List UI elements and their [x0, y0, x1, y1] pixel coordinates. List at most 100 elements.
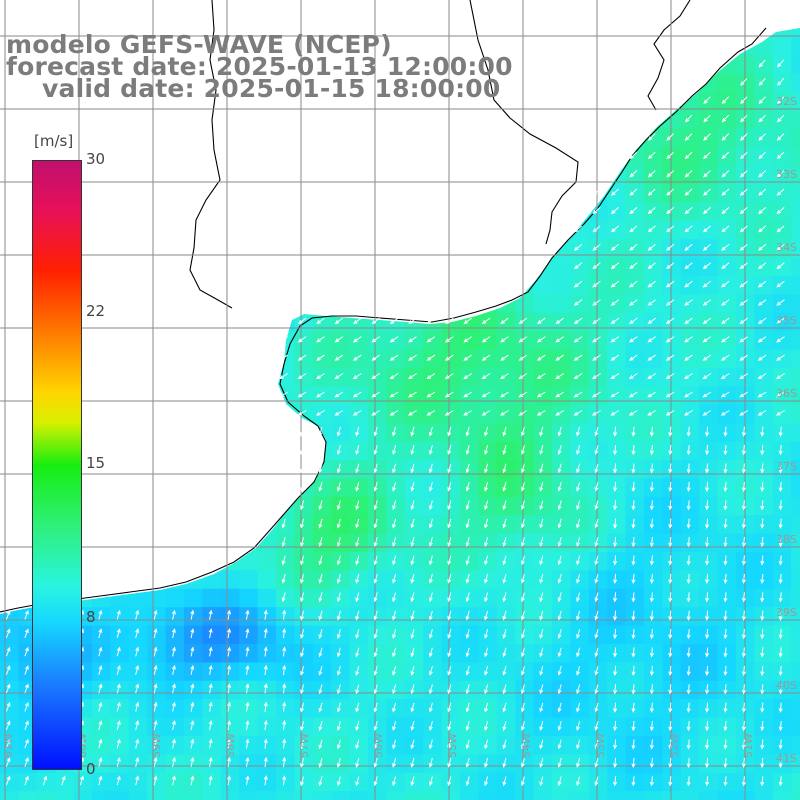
wind-speed-cell [110, 754, 130, 774]
wind-speed-cell [239, 644, 259, 663]
wind-speed-cell [460, 662, 479, 682]
wind-speed-cell [349, 772, 369, 792]
wind-speed-cell [55, 772, 75, 792]
wind-speed-cell [239, 772, 259, 792]
wind-arrow [649, 555, 654, 566]
wind-speed-cell [423, 478, 443, 498]
wind-arrow [465, 702, 470, 713]
wind-arrow [649, 592, 654, 603]
wind-arrow [408, 373, 417, 380]
wind-speed-cell [349, 625, 369, 645]
wind-speed-cell [772, 184, 792, 203]
wind-arrow [741, 426, 746, 437]
wind-speed-cell [331, 478, 351, 498]
wind-speed-cell [312, 772, 332, 792]
wind-speed-cell [515, 717, 535, 737]
wind-arrow [610, 225, 619, 233]
wind-arrow [318, 739, 323, 750]
wind-speed-cell [423, 331, 443, 351]
wind-speed-cell [754, 257, 774, 277]
wind-arrow [318, 481, 323, 492]
wind-speed-cell [0, 680, 19, 700]
wind-speed-cell [331, 588, 351, 608]
wind-arrow [649, 702, 654, 713]
wind-speed-cell [386, 570, 406, 590]
wind-speed-cell [276, 625, 295, 645]
wind-speed-cell [110, 699, 130, 719]
wind-arrow [703, 151, 711, 160]
wind-speed-cell [202, 625, 222, 645]
wind-arrow [171, 683, 176, 694]
wind-arrow [245, 738, 250, 749]
wind-speed-cell [772, 165, 792, 185]
wind-arrow [392, 481, 397, 492]
wind-arrow [279, 391, 289, 398]
wind-arrow [760, 500, 765, 511]
wind-arrow [668, 684, 673, 695]
wind-speed-cell [294, 699, 314, 719]
wind-arrow [684, 410, 693, 416]
wind-arrow [649, 463, 654, 474]
wind-arrow [668, 481, 673, 493]
wind-speed-cell [331, 680, 351, 700]
wind-speed-cell [165, 625, 185, 645]
wind-arrow [686, 518, 691, 529]
wind-arrow [720, 391, 730, 398]
wind-arrow [539, 665, 544, 676]
wind-arrow [739, 262, 748, 270]
wind-speed-cell [368, 533, 387, 553]
wind-arrow [500, 317, 509, 325]
wind-speed-cell [680, 349, 700, 369]
wind-arrow [463, 373, 473, 380]
wind-speed-cell [294, 368, 314, 387]
wind-speed-cell [404, 478, 424, 498]
wind-speed-cell [147, 607, 167, 627]
wind-arrow [778, 629, 783, 640]
wind-arrow [355, 757, 360, 768]
wind-arrow [428, 555, 433, 566]
wind-speed-cell [791, 312, 800, 332]
wind-arrow [502, 500, 507, 511]
wind-arrow [428, 445, 433, 456]
wind-arrow [263, 756, 268, 767]
wind-speed-cell [441, 699, 461, 719]
wind-arrow [98, 683, 103, 694]
title-valid-date: valid date: 2025-01-15 18:00:00 [42, 74, 501, 103]
wind-speed-cell [349, 533, 369, 553]
wind-arrow [392, 500, 397, 511]
wind-speed-cell [570, 423, 590, 443]
wind-speed-cell [772, 73, 792, 93]
wind-arrow [353, 317, 362, 325]
wind-speed-cell [478, 404, 498, 424]
wind-arrow [355, 445, 360, 456]
wind-speed-cell [662, 404, 682, 424]
wind-arrow [447, 463, 452, 474]
wind-arrow [721, 317, 730, 325]
wind-speed-cell [791, 331, 800, 351]
wind-speed-cell [404, 331, 424, 351]
wind-arrow [153, 756, 158, 767]
wind-speed-cell [147, 588, 167, 608]
wind-arrow [24, 701, 29, 712]
wind-arrow [392, 665, 397, 676]
wind-arrow [668, 721, 673, 732]
wind-speed-cell [110, 791, 130, 800]
wind-arrow [465, 592, 470, 603]
wind-speed-cell [368, 368, 387, 387]
wind-arrow [649, 629, 654, 640]
wind-arrow [465, 463, 470, 474]
wind-arrow [336, 757, 341, 768]
wind-arrow [760, 610, 765, 621]
wind-speed-cell [386, 791, 406, 800]
wind-speed-cell [791, 92, 800, 111]
wind-arrow [300, 592, 305, 603]
wind-arrow [116, 775, 121, 786]
wind-speed-cell [588, 496, 608, 516]
wind-speed-cell [552, 533, 571, 553]
wind-speed-cell [570, 699, 590, 719]
wind-speed-cell [552, 680, 571, 700]
wind-arrow [153, 720, 158, 731]
wind-arrow [686, 592, 691, 603]
wind-speed-cell [791, 515, 800, 535]
wind-speed-cell [294, 515, 314, 535]
